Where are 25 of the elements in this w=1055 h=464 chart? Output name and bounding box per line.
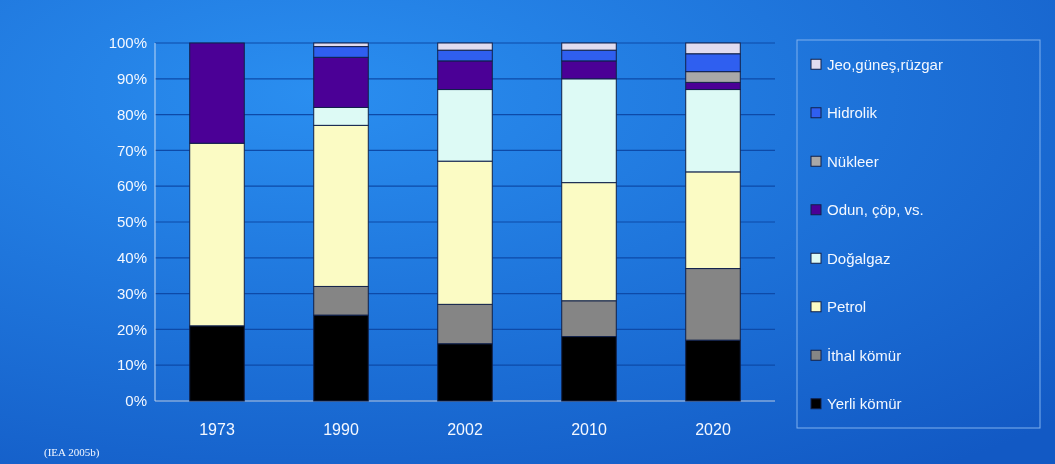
y-tick-label: 70% xyxy=(116,141,147,159)
legend-label: Odun, çöp, vs. xyxy=(827,201,924,218)
y-tick-label: 100% xyxy=(108,34,147,52)
y-tick-label: 90% xyxy=(116,70,147,88)
y-tick-label: 40% xyxy=(116,249,147,267)
legend-label: Jeo,güneş,rüzgar xyxy=(827,55,943,73)
x-tick-label: 2020 xyxy=(695,421,731,438)
text: (IEA 2005b) xyxy=(44,446,100,459)
legend-label: Petrol xyxy=(827,298,867,315)
x-tick-label: 2002 xyxy=(447,421,483,438)
legend-label: Nükleer xyxy=(827,152,879,170)
legend-label: Doğalgaz xyxy=(827,249,891,267)
y-tick-label: 10% xyxy=(116,356,147,374)
x-tick-label: 1990 xyxy=(323,421,359,438)
legend-label: Yerli kömür xyxy=(827,395,902,412)
y-tick-label: 20% xyxy=(116,320,147,338)
y-tick-label: 60% xyxy=(116,177,147,195)
legend-label: Hidrolik xyxy=(827,104,878,121)
y-tick-label: 80% xyxy=(116,105,147,123)
x-tick-label: 2010 xyxy=(571,421,607,438)
y-tick-label: 30% xyxy=(116,284,147,302)
y-tick-label: 0% xyxy=(125,392,147,410)
y-tick-label: 50% xyxy=(116,213,147,231)
legend-label: İthal kömür xyxy=(827,346,902,364)
x-tick-label: 1973 xyxy=(199,421,235,438)
